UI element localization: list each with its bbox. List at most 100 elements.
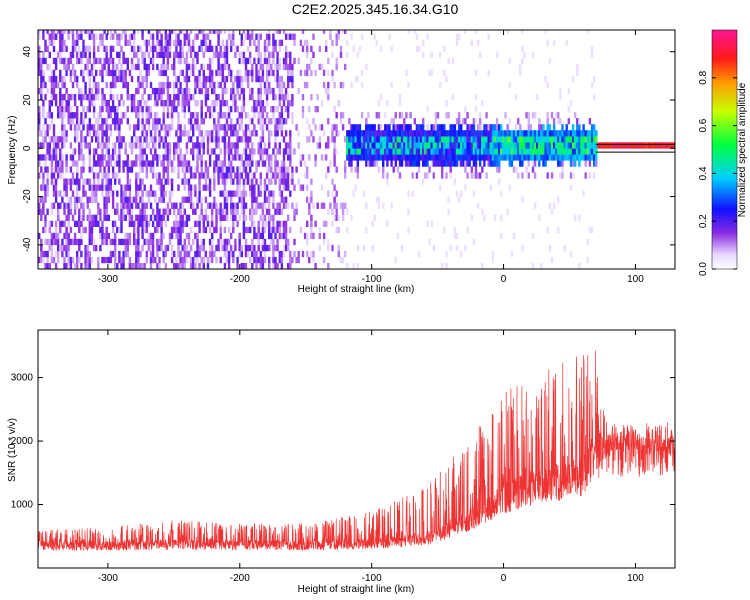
heatmap-cell (196, 256, 199, 264)
heatmap-cell (278, 63, 281, 71)
heatmap-cell (230, 142, 233, 149)
heatmap-cell (208, 130, 212, 137)
heatmap-cell (52, 130, 56, 137)
heatmap-cell (400, 160, 404, 167)
heatmap-cell (363, 130, 366, 137)
heatmap-cell (527, 142, 530, 149)
heatmap-cell (88, 106, 91, 113)
heatmap-cell (141, 263, 144, 269)
heatmap-cell (257, 75, 260, 83)
heatmap-cell (453, 178, 457, 185)
heatmap-cell (118, 142, 121, 149)
heatmap-cell (118, 148, 121, 155)
heatmap-cell (175, 45, 178, 52)
heatmap-cell (297, 142, 300, 149)
heatmap-cell (177, 160, 180, 167)
heatmap-cell (331, 178, 334, 185)
heatmap-cell (457, 124, 461, 131)
heatmap-cell (52, 94, 56, 101)
heatmap-cell (59, 106, 62, 113)
heatmap-cell (333, 184, 336, 191)
heatmap-cell (398, 154, 402, 161)
heatmap-cell (253, 106, 256, 113)
heatmap-cell (519, 130, 522, 137)
heatmap-cell (386, 142, 389, 149)
heatmap-cell (137, 57, 140, 65)
heatmap-cell (223, 160, 227, 167)
heatmap-cell (422, 130, 425, 137)
heatmap-cell (107, 69, 110, 77)
heatmap-cell (246, 142, 250, 149)
heatmap-cell (173, 69, 176, 77)
heatmap-cell (48, 106, 51, 113)
heatmap-cell (202, 30, 205, 34)
heatmap-cell (263, 250, 267, 258)
heatmap-cell (88, 250, 91, 258)
heatmap-cell (270, 63, 273, 71)
heatmap-cell (211, 30, 214, 34)
heatmap-cell (510, 154, 514, 161)
heatmap-cell (200, 196, 203, 203)
heatmap-cell (457, 136, 461, 143)
heatmap-cell (225, 238, 229, 246)
heatmap-cell (63, 184, 66, 191)
heatmap-cell (90, 184, 94, 191)
heatmap-cell (565, 142, 568, 149)
heatmap-cell (114, 142, 117, 149)
heatmap-cell (350, 130, 353, 137)
heatmap-cell (289, 250, 292, 258)
heatmap-cell (154, 142, 157, 149)
heatmap-cell (529, 142, 533, 149)
heatmap-cell (327, 238, 330, 246)
heatmap-cell (143, 148, 146, 155)
heatmap-cell (202, 63, 205, 71)
heatmap-cell (120, 196, 123, 203)
heatmap-cell (82, 184, 85, 191)
heatmap-cell (232, 256, 235, 264)
heatmap-cell (67, 263, 70, 269)
heatmap-cell (270, 226, 273, 234)
heatmap-cell (479, 112, 482, 119)
heatmap-cell (162, 57, 165, 65)
heatmap-cell (168, 142, 172, 149)
heatmap-cell (63, 124, 66, 131)
heatmap-cell (128, 196, 132, 203)
heatmap-cell (344, 30, 347, 34)
heatmap-cell (223, 226, 227, 234)
heatmap-cell (411, 130, 414, 137)
heatmap-cell (67, 256, 70, 264)
heatmap-cell (578, 136, 581, 143)
heatmap-cell (272, 87, 275, 95)
heatmap-cell (574, 112, 577, 119)
heatmap-cell (185, 63, 189, 71)
heatmap-cell (571, 75, 575, 83)
heatmap-cell (400, 136, 404, 143)
heatmap-cell (177, 57, 180, 65)
heatmap-cell (133, 220, 136, 227)
heatmap-cell (105, 33, 108, 40)
heatmap-cell (139, 166, 142, 173)
heatmap-cell (350, 81, 353, 89)
heatmap-cell (379, 142, 383, 149)
heatmap-cell (263, 256, 267, 264)
heatmap-cell (327, 244, 330, 252)
heatmap-cell (101, 154, 104, 161)
heatmap-cell (483, 160, 486, 167)
heatmap-cell (126, 172, 129, 179)
heatmap-cell (40, 166, 43, 173)
heatmap-cell (242, 220, 246, 227)
heatmap-cell (141, 196, 144, 203)
heatmap-cell (196, 136, 199, 143)
heatmap-cell (322, 238, 326, 246)
heatmap-cell (130, 196, 134, 203)
heatmap-cell (118, 154, 121, 161)
heatmap-cell (139, 154, 142, 161)
heatmap-cell (287, 142, 290, 149)
heatmap-cell (291, 178, 294, 185)
heatmap-cell (346, 136, 349, 143)
heatmap-cell (69, 166, 73, 173)
heatmap-cell (158, 45, 161, 52)
heatmap-cell (50, 33, 54, 40)
heatmap-cell (128, 39, 132, 46)
heatmap-cell (99, 166, 102, 173)
